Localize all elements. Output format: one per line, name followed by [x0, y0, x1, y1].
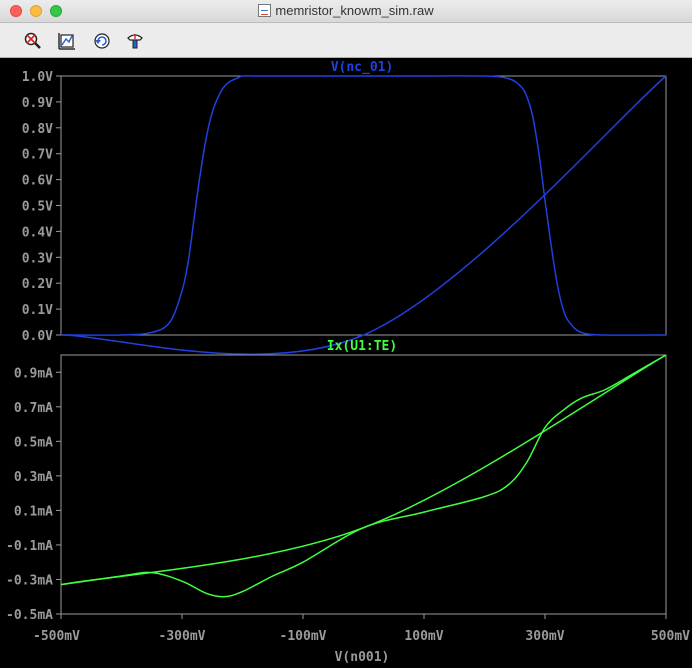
- undo-zoom-icon[interactable]: [92, 31, 112, 51]
- y-tick-label: 0.9mA: [14, 366, 53, 381]
- pane-2-trace-title[interactable]: Ix(U1:TE): [327, 339, 397, 354]
- y-tick-label: 0.5mA: [14, 435, 53, 450]
- title-bar: memristor_knowm_sim.raw: [0, 0, 692, 23]
- maximize-button[interactable]: [50, 5, 62, 17]
- probe-icon[interactable]: [125, 31, 145, 51]
- pane-1-trace-falling: [60, 75, 667, 355]
- x-tick-label: 500mV: [651, 629, 690, 644]
- waveform-plot-area: V(nc_01) 0.0V 0.1V 0.2V 0.3V 0.4V 0.5V 0.6V 0.7…: [0, 58, 692, 665]
- y-tick-label: 0.4V: [22, 225, 53, 240]
- y-tick-label: 0.7V: [22, 148, 53, 163]
- pane-2-trace-hysteresis: [60, 354, 667, 598]
- y-tick-label: 0.3V: [22, 251, 53, 266]
- autorange-icon[interactable]: [57, 31, 77, 51]
- minimize-button[interactable]: [30, 5, 42, 17]
- x-tick-label: -500mV: [33, 629, 80, 644]
- y-tick-label: -0.5mA: [6, 608, 53, 623]
- y-tick-label: 0.8V: [22, 122, 53, 137]
- y-tick-label: -0.3mA: [6, 573, 53, 588]
- y-tick-label: 0.3mA: [14, 470, 53, 485]
- pane-1-trace-rising: [60, 75, 667, 336]
- close-button[interactable]: [10, 5, 22, 17]
- window-title-area: memristor_knowm_sim.raw: [0, 0, 692, 22]
- waveform-plots: V(nc_01) 0.0V 0.1V 0.2V 0.3V 0.4V 0.5V 0.6V 0.7…: [6, 60, 690, 665]
- pane-1-trace-title[interactable]: V(nc_01): [331, 60, 394, 75]
- window-title: memristor_knowm_sim.raw: [275, 3, 434, 18]
- y-tick-label: -0.1mA: [6, 539, 53, 554]
- y-tick-label: 0.6V: [22, 174, 53, 189]
- x-tick-label: 100mV: [404, 629, 443, 644]
- y-tick-label: 0.7mA: [14, 401, 53, 416]
- y-tick-label: 0.1mA: [14, 504, 53, 519]
- toolbar: [0, 23, 692, 58]
- pane-2-frame: [60, 354, 667, 615]
- x-tick-label: -300mV: [159, 629, 206, 644]
- x-tick-label: -100mV: [280, 629, 327, 644]
- pane-2-trace-linear: [60, 354, 667, 586]
- pane-1-frame: [60, 75, 667, 336]
- y-tick-label: 1.0V: [22, 70, 53, 85]
- x-tick-label: 300mV: [525, 629, 564, 644]
- y-tick-label: 0.1V: [22, 303, 53, 318]
- y-tick-label: 0.2V: [22, 277, 53, 292]
- raw-file-icon: [258, 4, 272, 17]
- x-axis-label: V(n001): [335, 650, 390, 664]
- zoom-area-icon[interactable]: [23, 31, 43, 51]
- y-tick-label: 0.9V: [22, 96, 53, 111]
- y-tick-label: 0.5V: [22, 200, 53, 215]
- y-tick-label: 0.0V: [22, 329, 53, 344]
